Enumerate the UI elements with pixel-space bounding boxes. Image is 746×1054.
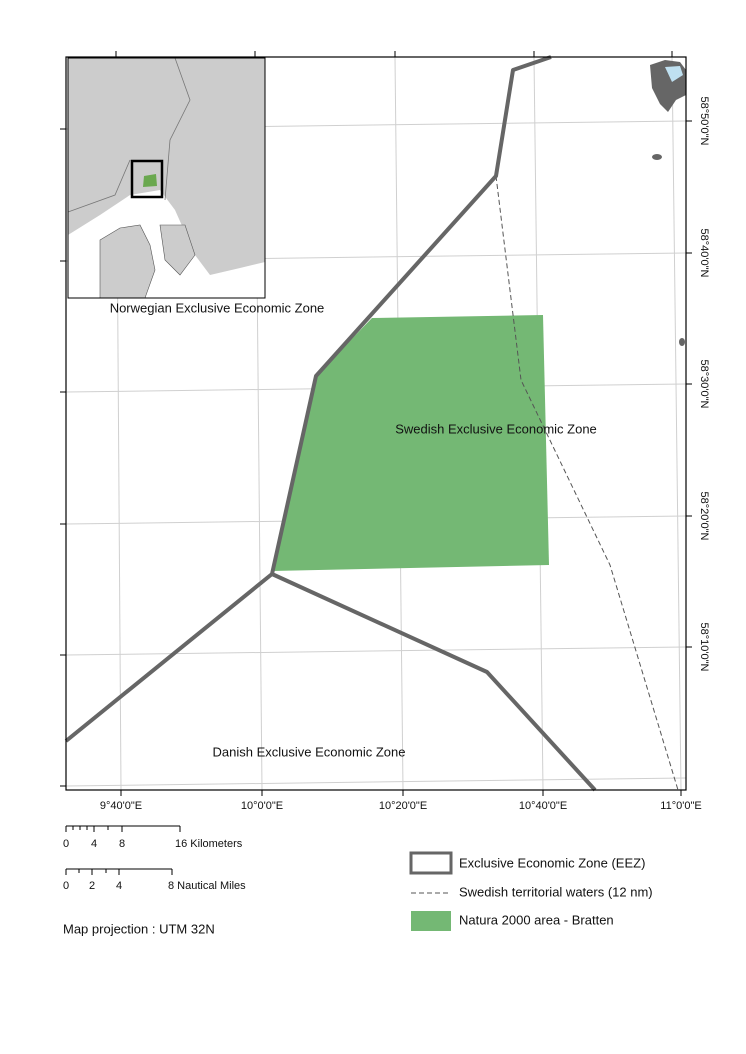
longitude-label: 10°20'0"E <box>379 800 427 812</box>
scale-label: 8 <box>119 838 125 850</box>
longitude-label: 10°40'0"E <box>519 800 567 812</box>
legend-eez-swatch <box>409 851 453 875</box>
legend-label: Swedish territorial waters (12 nm) <box>459 884 653 899</box>
territorial-waters <box>495 175 679 791</box>
inset-map <box>67 57 266 299</box>
latitude-label: 58°50'0"N <box>698 97 710 146</box>
latitude-label: 58°20'0"N <box>698 492 710 541</box>
scale-label: 0 <box>63 880 69 892</box>
zone-label: Danish Exclusive Economic Zone <box>213 744 406 759</box>
longitude-label: 11°0'0"E <box>660 800 701 812</box>
map-frame <box>65 56 687 791</box>
eez-lines <box>64 55 597 792</box>
latitude-label: 58°30'0"N <box>698 360 710 409</box>
scale-label: 4 <box>91 838 97 850</box>
lake <box>665 66 683 82</box>
zone-label: Swedish Exclusive Economic Zone <box>395 421 597 436</box>
scale-bar <box>65 825 181 875</box>
zone-label: Norwegian Exclusive Economic Zone <box>110 300 325 315</box>
scale-unit: 8 Nautical Miles <box>168 880 246 892</box>
scale-label: 2 <box>89 880 95 892</box>
longitude-label: 9°40'0"E <box>100 800 142 812</box>
scale-label: 0 <box>63 838 69 850</box>
projection-note: Map projection : UTM 32N <box>63 921 215 936</box>
legend-natura-swatch <box>411 911 451 931</box>
scale-label: 4 <box>116 880 122 892</box>
legend-label: Exclusive Economic Zone (EEZ) <box>459 855 645 870</box>
longitude-label: 10°0'0"E <box>241 800 283 812</box>
latitude-label: 58°40'0"N <box>698 229 710 278</box>
latitude-label: 58°10'0"N <box>698 623 710 672</box>
legend-label: Natura 2000 area - Bratten <box>459 912 614 927</box>
scale-unit: 16 Kilometers <box>175 838 243 850</box>
frame-ticks <box>60 51 692 796</box>
natura-area <box>272 315 549 571</box>
